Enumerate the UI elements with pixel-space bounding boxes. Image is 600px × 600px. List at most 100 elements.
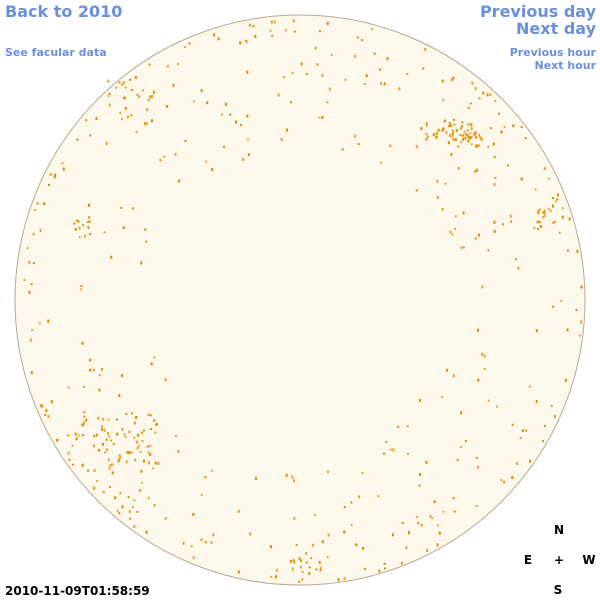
facula [363, 83, 366, 85]
facula [137, 95, 140, 99]
facula [452, 497, 455, 499]
compass-north: N [554, 523, 564, 537]
facula [392, 448, 395, 452]
facula [73, 222, 76, 225]
facula [136, 446, 139, 450]
facula [289, 101, 292, 104]
facula [76, 138, 79, 141]
facula [254, 476, 257, 480]
facula [435, 135, 438, 139]
facula [500, 479, 503, 482]
facula [453, 123, 456, 126]
facula [470, 127, 473, 130]
facula [450, 124, 453, 127]
facula [344, 78, 347, 81]
facula [184, 139, 187, 142]
facula [493, 183, 496, 186]
facula [554, 200, 557, 203]
facula [82, 424, 85, 427]
facula [136, 510, 139, 513]
facula [407, 452, 409, 455]
facula [34, 209, 37, 212]
faculae-layer [23, 19, 583, 583]
facula [97, 416, 100, 420]
facula [172, 83, 175, 87]
facula [301, 571, 304, 573]
facula [538, 208, 541, 211]
facula [269, 29, 272, 32]
facula [543, 167, 546, 170]
previous-day-link[interactable]: Previous day [480, 2, 597, 21]
facula [580, 285, 583, 289]
facula [529, 459, 532, 463]
facula [295, 544, 298, 546]
facula [385, 441, 388, 443]
facula [71, 463, 74, 466]
facula [470, 143, 473, 146]
facula [145, 530, 148, 534]
facula [461, 134, 463, 137]
facula [457, 166, 460, 170]
facula [487, 249, 490, 252]
facula [140, 431, 143, 434]
facula [561, 207, 564, 210]
facula [429, 515, 432, 518]
facula [89, 368, 92, 372]
facula [316, 63, 319, 66]
facula [460, 246, 463, 250]
facula [450, 152, 453, 156]
facula [87, 227, 90, 230]
facula [314, 513, 316, 516]
facula [467, 135, 470, 139]
facula [127, 451, 130, 455]
facula [424, 48, 427, 51]
facula [291, 72, 294, 74]
facula [389, 448, 392, 451]
facula [418, 473, 421, 477]
facula [108, 466, 111, 470]
facula [78, 226, 81, 230]
facula [539, 220, 541, 223]
facula [362, 546, 365, 550]
facula [225, 102, 228, 106]
facula [483, 367, 486, 370]
previous-hour-link[interactable]: Previous hour [510, 46, 597, 59]
facula [419, 398, 421, 402]
facula [103, 231, 106, 234]
facula [466, 134, 469, 137]
next-hour-link[interactable]: Next hour [535, 59, 597, 72]
facula [464, 133, 467, 135]
facula [133, 436, 136, 439]
facula [454, 227, 457, 230]
facula [154, 461, 157, 465]
facula [470, 136, 473, 139]
facula [463, 130, 466, 133]
facula [107, 458, 110, 462]
facula [503, 480, 506, 484]
facula [539, 225, 542, 228]
facula [147, 413, 150, 416]
facula [380, 161, 383, 164]
facula [442, 99, 445, 102]
facula [121, 505, 124, 509]
facula [298, 580, 301, 583]
facula [147, 496, 150, 499]
facula [443, 119, 446, 123]
facula [150, 428, 153, 430]
back-link[interactable]: Back to 2010 [5, 2, 122, 21]
facula [131, 506, 134, 509]
facula [152, 467, 155, 470]
next-day-link[interactable]: Next day [516, 19, 597, 38]
facula [483, 354, 486, 358]
facula [319, 566, 322, 570]
facula [175, 435, 177, 438]
facula [114, 496, 117, 500]
facular-link[interactable]: See facular data [5, 46, 107, 59]
facula [436, 524, 439, 527]
facula [534, 188, 537, 191]
facula [326, 101, 329, 104]
facula [47, 319, 50, 323]
facula [408, 531, 410, 535]
facula [498, 112, 500, 115]
facula [249, 532, 252, 536]
